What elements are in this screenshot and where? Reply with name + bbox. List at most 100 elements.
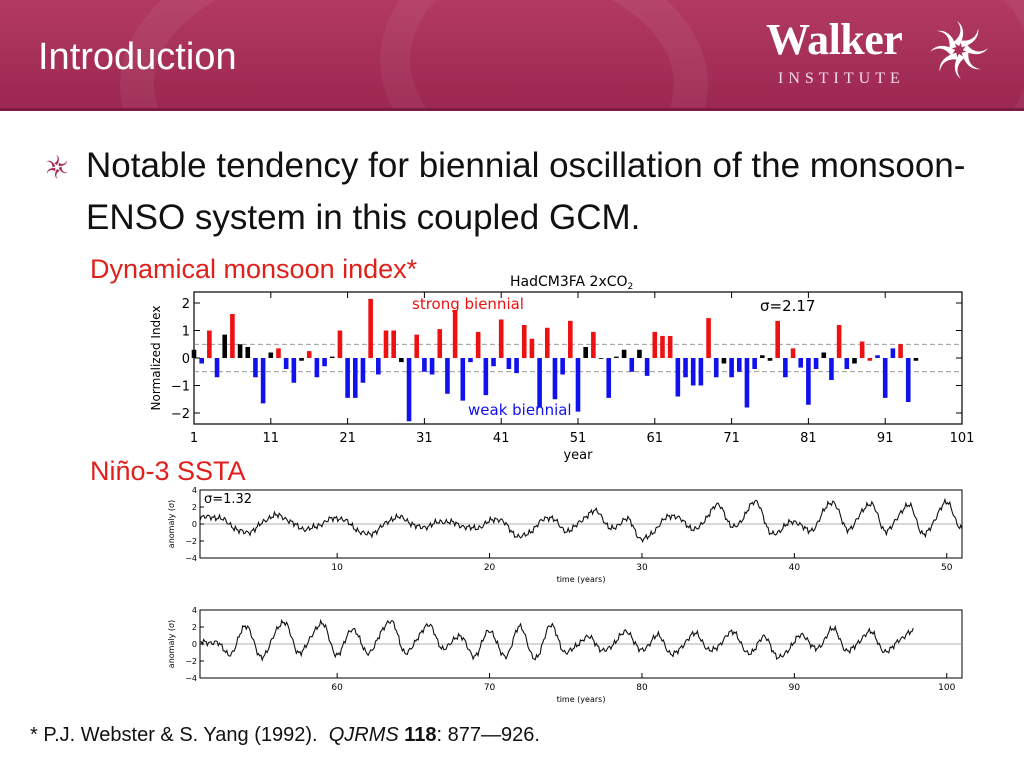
bar bbox=[560, 358, 565, 375]
footnote: * P.J. Webster & S. Yang (1992). QJRMS 1… bbox=[30, 724, 540, 747]
y-tick-label: −4 bbox=[185, 674, 197, 683]
bar bbox=[667, 336, 673, 358]
bar bbox=[844, 358, 850, 369]
y-axis-label: anomaly (σ) bbox=[167, 620, 176, 668]
bar bbox=[698, 358, 704, 386]
bar bbox=[468, 358, 473, 363]
bar bbox=[237, 344, 243, 358]
bar bbox=[890, 348, 896, 358]
bar bbox=[829, 358, 834, 380]
y-axis-label: anomaly (σ) bbox=[167, 500, 176, 548]
bar bbox=[521, 325, 527, 358]
x-tick-label: 91 bbox=[877, 431, 894, 446]
series-line bbox=[199, 497, 963, 543]
bar bbox=[760, 355, 765, 358]
x-tick-label: 90 bbox=[789, 683, 801, 693]
x-tick-label: 21 bbox=[339, 431, 356, 446]
x-tick-label: 81 bbox=[800, 431, 817, 446]
swirl-bullet-icon bbox=[46, 154, 68, 180]
bar bbox=[329, 356, 335, 358]
y-tick-label: −2 bbox=[185, 537, 197, 546]
bullet-text: Notable tendency for biennial oscillatio… bbox=[86, 146, 966, 237]
bar bbox=[268, 352, 274, 358]
bar bbox=[783, 358, 788, 378]
logo-subtitle: INSTITUTE bbox=[778, 70, 905, 87]
x-tick-label: 71 bbox=[723, 431, 740, 446]
x-tick-label: 30 bbox=[636, 563, 648, 573]
bar bbox=[898, 344, 903, 358]
nino3-line-chart-2: 4 2 0 −2 −4 60 70 80 90 100 time (years) anomaly (σ… bbox=[167, 606, 963, 704]
y-tick-label: 2 bbox=[192, 503, 197, 512]
bar bbox=[721, 358, 727, 364]
y-tick-label: −2 bbox=[185, 657, 197, 666]
bar bbox=[629, 358, 635, 372]
bar bbox=[806, 358, 811, 405]
bar bbox=[352, 358, 358, 398]
bar bbox=[322, 358, 327, 367]
bar bbox=[245, 347, 251, 358]
bar bbox=[314, 358, 320, 378]
bar bbox=[406, 358, 412, 422]
bar bbox=[391, 330, 396, 358]
annotation-strong-biennial: strong biennial bbox=[412, 295, 524, 313]
bar bbox=[683, 358, 688, 378]
bar bbox=[299, 358, 304, 361]
bar bbox=[276, 348, 281, 358]
bar bbox=[214, 358, 220, 378]
bar bbox=[637, 349, 642, 358]
bar bbox=[498, 319, 504, 358]
bar bbox=[207, 330, 212, 358]
y-tick-label: −1 bbox=[171, 380, 190, 395]
x-tick-label: 20 bbox=[484, 563, 496, 573]
nino3-label: Niño-3 SSTA bbox=[90, 456, 246, 486]
bar bbox=[199, 358, 204, 364]
bar bbox=[713, 358, 719, 378]
bar bbox=[414, 334, 420, 358]
bar bbox=[744, 358, 750, 408]
bar bbox=[767, 358, 773, 361]
series-line bbox=[199, 618, 914, 663]
bar bbox=[644, 358, 650, 376]
bar bbox=[376, 358, 381, 375]
bar bbox=[790, 348, 796, 358]
sigma-label: σ=1.32 bbox=[204, 492, 252, 507]
bar bbox=[598, 358, 604, 359]
y-tick-label: 0 bbox=[192, 520, 197, 529]
bar bbox=[798, 358, 804, 368]
bar bbox=[475, 331, 481, 358]
footnote-citation: * P.J. Webster & S. Yang (1992). bbox=[30, 724, 318, 746]
y-tick-label: 4 bbox=[192, 606, 197, 615]
bar bbox=[537, 358, 542, 408]
bar bbox=[882, 358, 888, 398]
x-tick-label: 50 bbox=[941, 563, 953, 573]
x-tick-label: 101 bbox=[950, 431, 975, 446]
bar bbox=[591, 331, 596, 358]
bar bbox=[544, 327, 550, 358]
x-tick-label: 11 bbox=[263, 431, 280, 446]
bar bbox=[445, 358, 450, 394]
x-tick-label: 100 bbox=[938, 683, 955, 693]
bar bbox=[905, 358, 911, 402]
bar bbox=[813, 358, 819, 369]
bar bbox=[552, 358, 558, 400]
footnote-pages: : 877—926. bbox=[436, 724, 540, 746]
bar bbox=[429, 358, 435, 375]
x-tick-label: 40 bbox=[789, 563, 801, 573]
y-tick-label: 4 bbox=[192, 486, 197, 495]
bar bbox=[575, 358, 581, 412]
slide-title: Introduction bbox=[38, 36, 237, 78]
bar bbox=[736, 358, 742, 372]
walker-swirl-icon bbox=[930, 21, 988, 79]
y-tick-label: 2 bbox=[182, 297, 190, 312]
bar bbox=[821, 352, 827, 358]
x-tick-label: 1 bbox=[190, 431, 198, 446]
y-tick-label: 0 bbox=[182, 352, 190, 367]
bar bbox=[529, 338, 535, 358]
x-axis-label: time (years) bbox=[557, 695, 606, 704]
y-tick-label: 0 bbox=[192, 640, 197, 649]
y-tick-label: −2 bbox=[171, 407, 190, 422]
bar bbox=[852, 358, 857, 364]
chart-title: HadCM3FA 2xCO2 bbox=[510, 274, 633, 292]
y-tick-label: 2 bbox=[192, 623, 197, 632]
